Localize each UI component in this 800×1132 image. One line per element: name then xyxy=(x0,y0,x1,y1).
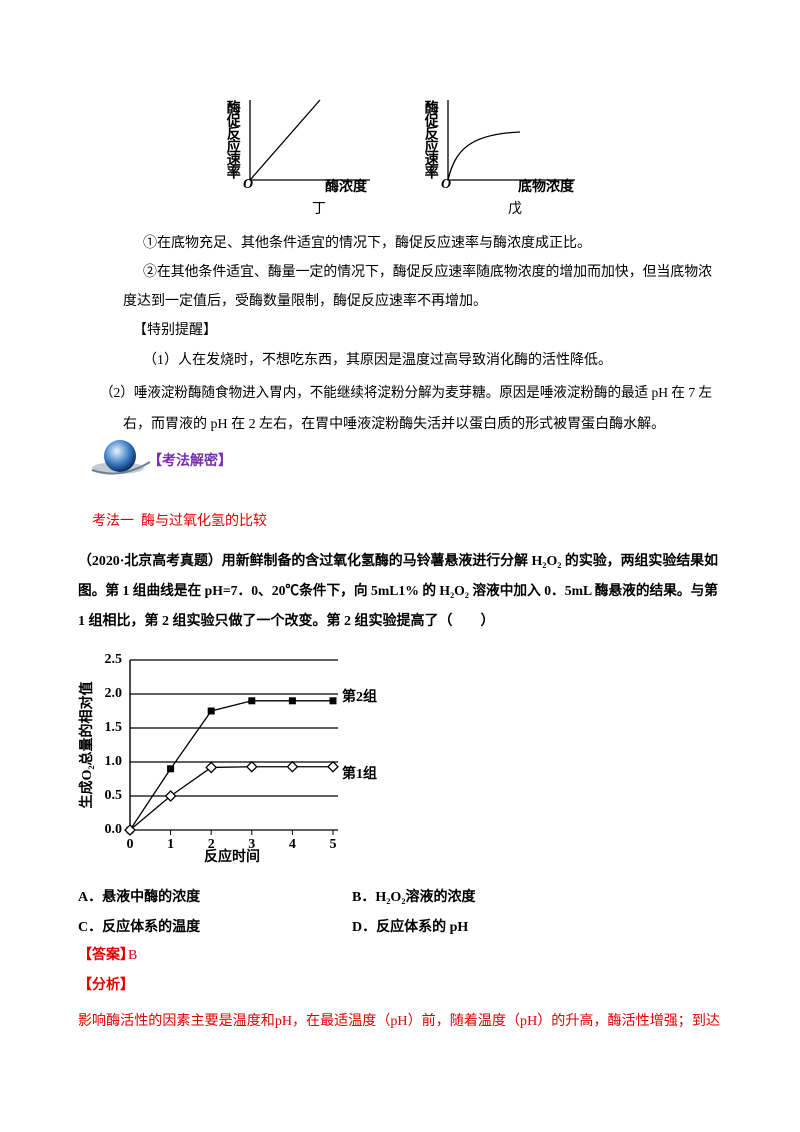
x-tick-label: 4 xyxy=(289,837,296,852)
question-line: 1 组相比，第 2 组实验只做了一个改变。第 2 组实验提高了（ ） xyxy=(78,612,495,629)
option: C．反应体系的温度 xyxy=(78,918,201,935)
series-label: 第2组 xyxy=(342,688,377,705)
question-line: 图。第 1 组曲线是在 pH=7．0、20℃条件下，向 5mL1% 的 H₂O₂… xyxy=(78,582,718,599)
y-tick-label: 0.0 xyxy=(105,822,123,837)
y-axis-label: 生成O₂总量的相对值 xyxy=(78,681,95,808)
y-tick-label: 2.0 xyxy=(105,686,123,701)
figure-wu xyxy=(447,100,575,181)
diamond-marker xyxy=(205,761,218,774)
method-title: 考法一 酶与过氧化氢的比较 xyxy=(92,513,267,529)
tip-line: （2）唾液淀粉酶随食物进入胃内，不能继续将淀粉分解为麦芽糖。原因是唾液淀粉酶的最… xyxy=(100,384,712,401)
diamond-marker xyxy=(245,760,258,773)
diamond-marker xyxy=(286,760,299,773)
tip-line: 右，而胃液的 pH 在 2 左右，在胃中唾液淀粉酶失活并以蛋白质的形式被胃蛋白酶… xyxy=(123,416,665,432)
origin-label: O xyxy=(243,177,253,192)
figure-caption: 丁 xyxy=(312,202,326,217)
x-axis-label: 酶浓度 xyxy=(325,178,368,195)
section-title: 【考法解密】 xyxy=(148,452,232,469)
square-marker xyxy=(207,707,215,715)
x-tick-label: 3 xyxy=(248,837,255,852)
figure-ding xyxy=(249,99,370,181)
tip-title: 【特别提醒】 xyxy=(133,322,217,338)
square-marker xyxy=(329,697,337,705)
series-line xyxy=(129,700,333,831)
y-tick-label: 1.5 xyxy=(105,720,123,735)
tip-line: （1）人在发烧时，不想吃东西，其原因是温度过高导致消化酶的活性降低。 xyxy=(143,351,612,368)
note-line: 度达到一定值后，受酶数量限制，酶促反应速率不再增加。 xyxy=(123,292,487,309)
diamond-marker xyxy=(327,760,339,773)
square-marker xyxy=(167,765,175,773)
diamond-marker xyxy=(124,824,136,836)
x-axis-label: 底物浓度 xyxy=(518,178,575,195)
origin-label: O xyxy=(441,177,451,192)
note-line: ①在底物充足、其他条件适宜的情况下，酶促反应速率与酶浓度成正比。 xyxy=(143,234,591,251)
y-tick-label: 0.5 xyxy=(105,788,123,803)
series-line xyxy=(129,766,333,831)
series-label: 第1组 xyxy=(342,765,377,782)
answer-label: 【答案】 xyxy=(78,946,134,963)
x-tick-label: 5 xyxy=(330,837,337,852)
option: B．H₂O₂溶液的浓度 xyxy=(352,888,477,905)
square-marker xyxy=(248,697,256,705)
square-marker xyxy=(288,697,296,705)
option: D．反应体系的 pH xyxy=(352,918,468,935)
x-tick-label: 2 xyxy=(208,837,215,852)
figure-caption: 戊 xyxy=(508,201,522,217)
globe-icon xyxy=(91,440,151,475)
x-axis-label: 反应时间 xyxy=(204,848,260,865)
y-tick-label: 2.5 xyxy=(105,652,123,667)
y-axis-label: 酶促反应速率 xyxy=(423,99,440,180)
analysis-line: 影响酶活性的因素主要是温度和pH，在最适温度（pH）前，随着温度（pH）的升高，… xyxy=(78,1012,720,1029)
answer-value: B xyxy=(128,948,137,963)
analysis-label: 【分析】 xyxy=(78,976,134,993)
y-axis-label: 酶促反应速率 xyxy=(225,99,242,180)
option: A．悬液中酶的浓度 xyxy=(78,888,201,905)
x-tick-label: 0 xyxy=(127,837,134,852)
question-line: （2020·北京高考真题）用新鲜制备的含过氧化氢酶的马铃薯悬液进行分解 H₂O₂… xyxy=(78,552,718,569)
y-tick-label: 1.0 xyxy=(105,754,123,769)
diamond-marker xyxy=(164,790,177,802)
x-tick-label: 1 xyxy=(167,837,174,852)
note-line: ②在其他条件适宜、酶量一定的情况下，酶促反应速率随底物浓度的增加而加快，但当底物… xyxy=(143,263,712,280)
